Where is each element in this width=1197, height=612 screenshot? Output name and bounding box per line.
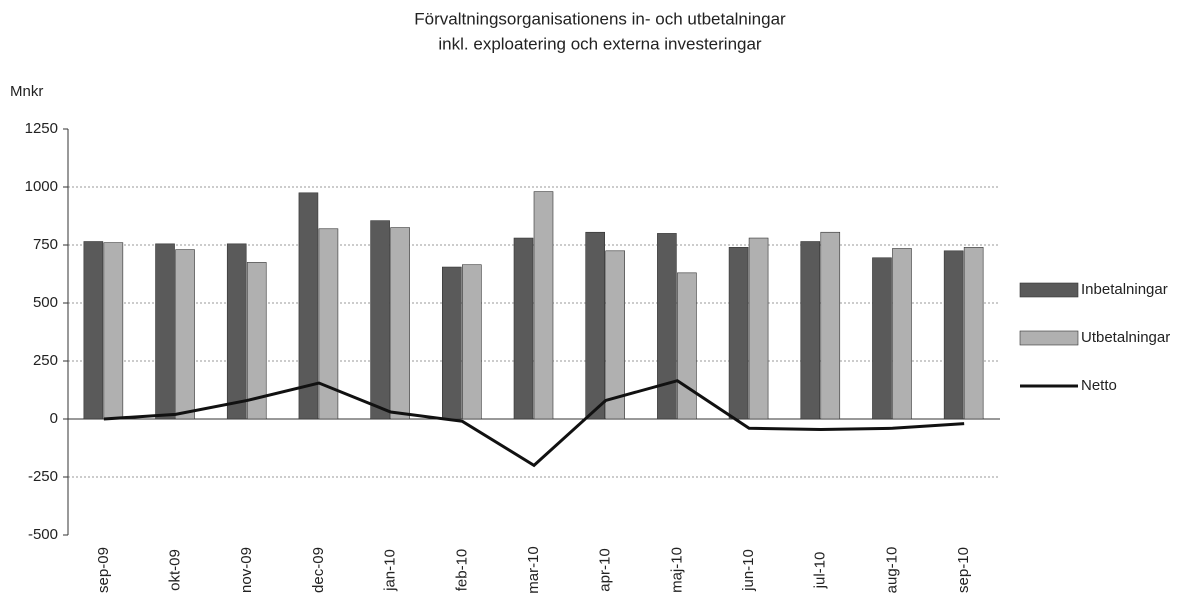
bar	[820, 231, 841, 420]
bar	[370, 220, 390, 420]
legend-swatch	[1019, 330, 1079, 346]
x-tick-label: jul-10	[812, 552, 829, 590]
y-tick-label: -500	[28, 526, 58, 543]
bar	[298, 192, 319, 420]
legend-swatch	[1019, 282, 1079, 298]
x-tick-label: jun-10	[740, 549, 757, 592]
x-tick-label: sep-09	[95, 547, 112, 593]
bar	[318, 228, 339, 420]
x-tick-label: dec-09	[310, 547, 327, 593]
x-tick-label: feb-10	[453, 549, 470, 592]
bar	[83, 241, 104, 420]
bar	[585, 231, 605, 420]
bar	[728, 247, 749, 420]
bar	[175, 249, 195, 420]
y-tick-label: 250	[33, 352, 58, 369]
bar	[892, 248, 912, 420]
bar	[605, 250, 625, 420]
legend-label: Inbetalningar	[1081, 281, 1168, 298]
x-tick-label: okt-09	[167, 549, 184, 591]
bar	[533, 191, 554, 420]
bar	[442, 266, 462, 420]
x-tick-label: mar-10	[525, 546, 542, 594]
x-tick-label: maj-10	[668, 547, 685, 593]
legend-label: Utbetalningar	[1081, 329, 1170, 346]
y-tick-label: 1250	[25, 120, 58, 137]
bar	[657, 233, 677, 420]
y-tick-label: -250	[28, 468, 58, 485]
y-tick-label: 750	[33, 236, 58, 253]
bar	[872, 257, 892, 420]
bar	[103, 242, 124, 420]
line	[103, 379, 965, 468]
bar	[155, 243, 175, 420]
bar	[226, 243, 247, 420]
bar	[246, 262, 267, 420]
bar	[800, 241, 821, 420]
x-tick-label: apr-10	[597, 548, 614, 591]
y-tick-label: 500	[33, 294, 58, 311]
bar	[677, 272, 697, 420]
y-tick-label: 1000	[25, 178, 58, 195]
chart-subtitle: inkl. exploatering och externa investeri…	[438, 34, 762, 53]
bar	[513, 237, 534, 420]
x-tick-label: nov-09	[238, 547, 255, 593]
legend-label: Netto	[1081, 377, 1117, 394]
x-tick-label: jan-10	[382, 549, 399, 592]
x-tick-label: sep-10	[955, 547, 972, 593]
bar	[462, 264, 482, 420]
bar	[390, 227, 410, 420]
y-tick-label: 0	[50, 410, 58, 427]
bar	[943, 250, 964, 420]
chart-title: Förvaltningsorganisationens in- och utbe…	[414, 9, 786, 28]
y-axis-label: Mnkr	[10, 83, 43, 100]
bar	[963, 247, 984, 420]
x-tick-label: aug-10	[883, 547, 900, 594]
bar	[748, 237, 769, 420]
